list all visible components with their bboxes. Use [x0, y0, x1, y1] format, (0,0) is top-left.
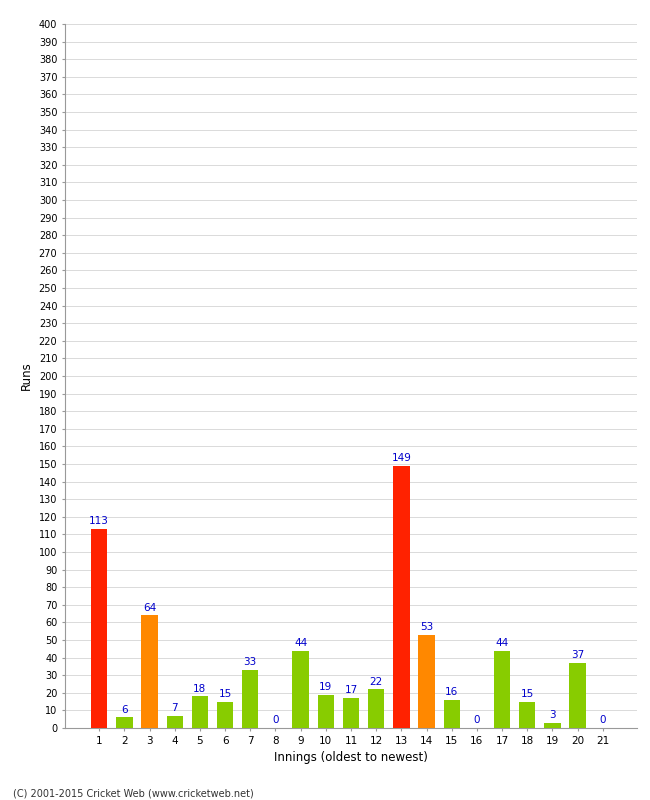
Bar: [242, 670, 259, 728]
Bar: [217, 702, 233, 728]
Text: 3: 3: [549, 710, 556, 720]
Text: 17: 17: [344, 686, 358, 695]
Bar: [419, 634, 435, 728]
Text: 0: 0: [599, 715, 606, 726]
Bar: [519, 702, 536, 728]
X-axis label: Innings (oldest to newest): Innings (oldest to newest): [274, 751, 428, 764]
Bar: [368, 690, 384, 728]
Bar: [544, 722, 561, 728]
Text: 22: 22: [370, 677, 383, 686]
Text: 44: 44: [294, 638, 307, 648]
Text: 0: 0: [272, 715, 279, 726]
Bar: [443, 700, 460, 728]
Y-axis label: Runs: Runs: [20, 362, 33, 390]
Text: 64: 64: [143, 602, 156, 613]
Bar: [569, 663, 586, 728]
Bar: [116, 718, 133, 728]
Text: 19: 19: [319, 682, 332, 692]
Bar: [141, 615, 158, 728]
Text: 7: 7: [172, 703, 178, 713]
Text: 0: 0: [474, 715, 480, 726]
Text: 53: 53: [420, 622, 433, 632]
Bar: [166, 716, 183, 728]
Text: 16: 16: [445, 687, 458, 698]
Text: 113: 113: [89, 517, 109, 526]
Text: 18: 18: [193, 684, 207, 694]
Text: 37: 37: [571, 650, 584, 660]
Text: (C) 2001-2015 Cricket Web (www.cricketweb.net): (C) 2001-2015 Cricket Web (www.cricketwe…: [13, 788, 254, 798]
Text: 44: 44: [495, 638, 509, 648]
Text: 15: 15: [521, 689, 534, 699]
Text: 33: 33: [244, 658, 257, 667]
Text: 149: 149: [391, 453, 411, 463]
Bar: [292, 650, 309, 728]
Bar: [91, 529, 107, 728]
Bar: [318, 694, 334, 728]
Bar: [393, 466, 410, 728]
Text: 6: 6: [121, 705, 127, 715]
Bar: [494, 650, 510, 728]
Bar: [192, 696, 208, 728]
Text: 15: 15: [218, 689, 231, 699]
Bar: [343, 698, 359, 728]
